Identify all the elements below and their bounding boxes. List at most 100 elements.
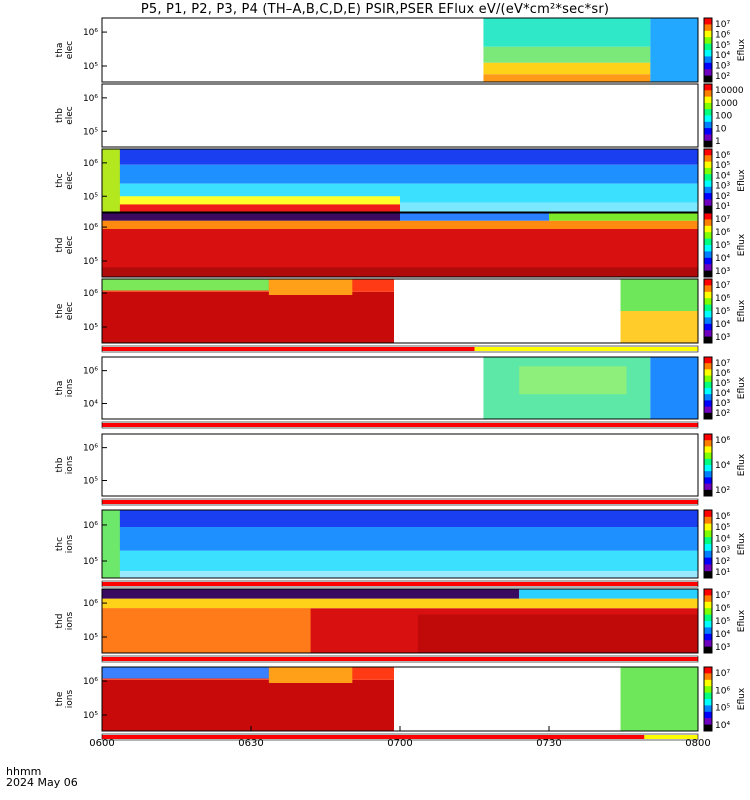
colorbar-tick-label: 10⁶ bbox=[715, 369, 730, 379]
colorbar-segment bbox=[704, 134, 712, 142]
spectrogram-cell bbox=[102, 164, 698, 184]
colorbar-tick-label: 10⁵ bbox=[715, 241, 730, 251]
colorbar-segment bbox=[704, 75, 712, 83]
colorbar-segment bbox=[704, 205, 712, 213]
colorbar-tick-label: 10⁵ bbox=[715, 523, 730, 533]
y-tick-label: 10⁵ bbox=[83, 62, 98, 72]
colorbar-frame bbox=[703, 666, 713, 732]
colorbar-segment bbox=[704, 317, 712, 325]
y-tick-label: 10⁶ bbox=[83, 94, 98, 104]
spectrogram-cell bbox=[102, 589, 520, 599]
y-tick-label: 10⁶ bbox=[83, 159, 98, 169]
colorbar-label: Eflux bbox=[737, 169, 747, 192]
spectrogram-cell bbox=[519, 589, 698, 599]
colorbar-segment bbox=[704, 601, 712, 609]
colorbar-segment bbox=[704, 115, 712, 123]
colorbar-tick-label: 10⁶ bbox=[715, 294, 730, 304]
colorbar-segment bbox=[704, 452, 712, 460]
y-label-line1: the bbox=[55, 691, 65, 706]
colorbar-frame bbox=[703, 212, 713, 278]
colorbar-tick-label: 10⁵ bbox=[715, 307, 730, 317]
panel-frame bbox=[101, 588, 699, 654]
colorbar-segment bbox=[704, 692, 712, 700]
spectrogram-cell bbox=[102, 598, 698, 609]
colorbar-tick-label: 10³ bbox=[715, 182, 730, 192]
panel-thb-elec: thb elec 10⁶ 10⁵ 10000 1000 100 10 1 bbox=[55, 83, 744, 148]
spectrogram-cell bbox=[102, 679, 395, 731]
spectrogram-cell bbox=[483, 74, 651, 82]
colorbar-label: Eflux bbox=[737, 532, 747, 555]
colorbar-segment bbox=[704, 264, 712, 272]
colorbar-segment bbox=[704, 102, 712, 110]
y-label-line2: elec bbox=[65, 106, 75, 125]
colorbar-segment bbox=[704, 627, 712, 635]
colorbar-segment bbox=[704, 285, 712, 293]
colorbar-segment bbox=[704, 557, 712, 565]
colorbar-tick-label: 10⁴ bbox=[715, 320, 730, 330]
chart-title: P5, P1, P2, P3, P4 (TH–A,B,C,D,E) PSIR,P… bbox=[140, 2, 610, 17]
colorbar-segment bbox=[704, 180, 712, 188]
colorbar-segment bbox=[704, 369, 712, 377]
colorbar-segment bbox=[704, 56, 712, 64]
colorbar-tick-label: 10000 bbox=[715, 86, 744, 96]
colorbar-segment bbox=[704, 471, 712, 478]
colorbar-segment bbox=[704, 530, 712, 538]
status-bar-frame bbox=[101, 580, 699, 588]
y-tick-label: 10⁵ bbox=[83, 323, 98, 333]
colorbar-segment bbox=[704, 109, 712, 116]
colorbar-label: Eflux bbox=[737, 609, 747, 632]
colorbar-tick-label: 10 bbox=[715, 124, 727, 134]
colorbar-segment bbox=[704, 718, 712, 726]
colorbar-segment bbox=[704, 128, 712, 135]
colorbar-segment bbox=[704, 43, 712, 51]
colorbar-segment bbox=[704, 140, 712, 148]
colorbar-tick-label: 10² bbox=[715, 72, 730, 82]
y-tick-label: 10⁶ bbox=[83, 521, 98, 531]
colorbar-segment bbox=[704, 646, 712, 654]
colorbar-tick-label: 10⁶ bbox=[715, 228, 730, 238]
y-label-line2: ions bbox=[65, 689, 75, 708]
y-tick-label: 10⁶ bbox=[83, 289, 98, 299]
colorbar: 10⁷ 10⁶ 10⁵ 10⁴ 10³ Eflux bbox=[703, 588, 747, 654]
spectrogram-cell bbox=[620, 279, 698, 311]
colorbar-tick-label: 10² bbox=[715, 557, 730, 567]
panel-frame bbox=[101, 278, 699, 344]
colorbar-segment bbox=[704, 537, 712, 545]
y-tick-label: 10⁶ bbox=[83, 444, 98, 454]
colorbar-segment bbox=[704, 225, 712, 233]
colorbar-segment bbox=[704, 375, 712, 383]
colorbar-segment bbox=[704, 69, 712, 77]
y-tick-label: 10⁵ bbox=[83, 477, 98, 487]
panel-the-elec: the elec 10⁶ 10⁵ 10⁷ 10⁶ 10⁵ 10⁴ 10³ Eflux bbox=[55, 278, 747, 353]
colorbar-segment bbox=[704, 550, 712, 559]
colorbar-label: Eflux bbox=[737, 376, 747, 399]
spectrogram-cell bbox=[400, 202, 698, 212]
colorbar-label: Eflux bbox=[737, 38, 747, 61]
colorbar-tick-label: 10⁶ bbox=[715, 604, 730, 614]
colorbar-segment bbox=[704, 186, 712, 194]
colorbar-tick-label: 10⁵ bbox=[715, 161, 730, 171]
colorbar-segment bbox=[704, 336, 712, 344]
colorbar-segment bbox=[704, 633, 712, 641]
spectrogram-cell bbox=[102, 279, 269, 291]
colorbar-tick-label: 10³ bbox=[715, 643, 730, 653]
colorbar-tick-label: 10¹ bbox=[715, 202, 730, 212]
x-tick-label: 0800 bbox=[685, 738, 710, 749]
colorbar-segment bbox=[704, 483, 712, 491]
colorbar-tick-label: 10⁷ bbox=[715, 669, 730, 679]
y-label-line2: ions bbox=[65, 378, 75, 397]
spectrogram-cell bbox=[102, 213, 400, 221]
spectrogram-cell bbox=[483, 18, 651, 47]
colorbar-tick-label: 10⁴ bbox=[715, 721, 730, 731]
colorbar-frame bbox=[703, 356, 713, 420]
colorbar-segment bbox=[704, 614, 712, 622]
y-label-line1: thb bbox=[55, 108, 65, 123]
colorbar-segment bbox=[704, 621, 712, 628]
panel-frame bbox=[101, 17, 699, 83]
spectrogram-cell bbox=[102, 357, 484, 419]
spectrogram-cell bbox=[102, 510, 698, 527]
